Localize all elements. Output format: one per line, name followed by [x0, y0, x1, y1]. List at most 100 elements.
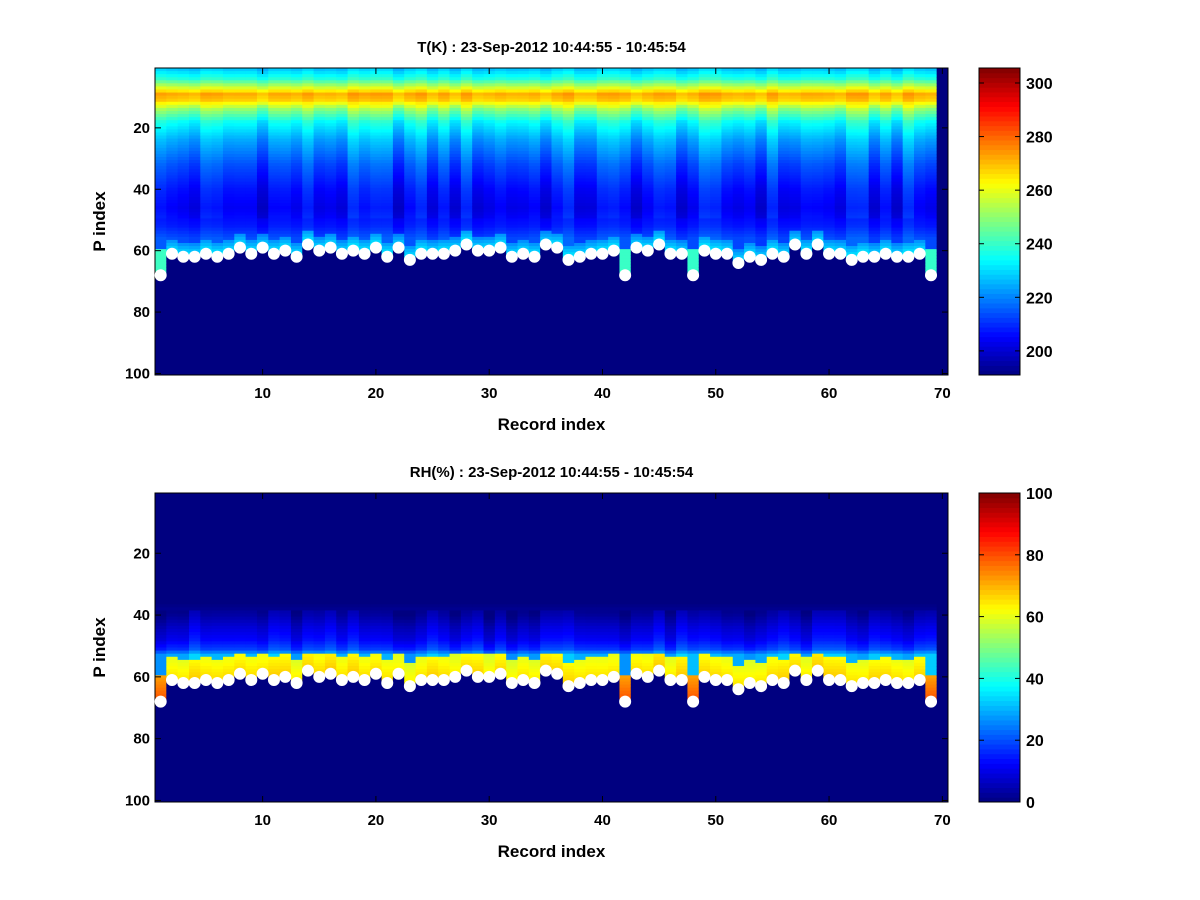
heatmap-cell	[347, 289, 360, 293]
heatmap-cell	[155, 338, 167, 342]
heatmap-cell	[551, 276, 564, 281]
heatmap-cell	[234, 298, 247, 302]
heatmap-cell	[381, 83, 394, 87]
heatmap-cell	[370, 258, 382, 262]
heatmap-cell	[211, 187, 224, 192]
heatmap-cell	[596, 261, 609, 265]
heatmap-cell	[460, 196, 473, 201]
heatmap-cell	[188, 307, 201, 311]
heatmap-cell	[166, 338, 179, 342]
heatmap-cell	[358, 117, 371, 121]
heatmap-cell	[494, 215, 507, 219]
heatmap-cell	[245, 172, 258, 176]
heatmap-cell	[268, 242, 281, 247]
heatmap-cell	[256, 276, 269, 281]
heatmap-cell	[551, 233, 564, 238]
heatmap-cell	[460, 71, 473, 75]
heatmap-cell	[200, 276, 213, 281]
heatmap-cell	[687, 295, 700, 299]
heatmap-cell	[392, 273, 405, 278]
heatmap-cell	[630, 212, 643, 216]
heatmap-cell	[710, 307, 722, 311]
heatmap-cell	[155, 200, 167, 204]
heatmap-cell	[438, 282, 450, 287]
heatmap-cell	[234, 224, 247, 229]
heatmap-cell	[245, 181, 258, 186]
heatmap-cell	[347, 157, 360, 161]
heatmap-cell	[483, 239, 496, 244]
heatmap-cell	[370, 295, 382, 299]
heatmap-cell	[358, 212, 371, 216]
heatmap-cell	[415, 114, 428, 118]
heatmap-cell	[517, 270, 530, 275]
heatmap-cell	[483, 322, 496, 327]
heatmap-cell	[256, 233, 269, 238]
heatmap-cell	[188, 89, 201, 93]
heatmap-cell	[619, 332, 632, 336]
heatmap-cell	[483, 313, 496, 318]
heatmap-cell	[698, 310, 711, 314]
heatmap-cell	[222, 200, 235, 204]
heatmap-cell	[698, 279, 711, 284]
heatmap-cell	[517, 350, 530, 354]
heatmap-cell	[324, 138, 337, 143]
heatmap-cell	[585, 153, 598, 158]
heatmap-cell	[347, 310, 360, 314]
heatmap-cell	[710, 200, 722, 204]
heatmap-cell	[687, 328, 700, 333]
heatmap-cell	[370, 184, 382, 189]
heatmap-cell	[381, 95, 394, 100]
heatmap-cell	[472, 338, 484, 342]
heatmap-cell	[687, 289, 700, 293]
heatmap-cell	[698, 285, 711, 290]
heatmap-cell	[517, 301, 530, 305]
heatmap-cell	[687, 68, 700, 72]
heatmap-cell	[324, 92, 337, 97]
heatmap-cell	[177, 203, 190, 207]
heatmap-cell	[188, 135, 201, 140]
heatmap-cell	[347, 212, 360, 216]
heatmap-cell	[336, 276, 348, 281]
heatmap-cell	[313, 114, 326, 118]
heatmap-cell	[313, 344, 326, 348]
heatmap-cell	[256, 316, 269, 321]
heatmap-cell	[426, 144, 439, 149]
heatmap-cell	[177, 298, 190, 302]
heatmap-cell	[528, 200, 541, 204]
heatmap-cell	[234, 344, 247, 348]
heatmap-cell	[211, 92, 224, 97]
heatmap-cell	[630, 80, 643, 84]
heatmap-cell	[551, 150, 564, 155]
heatmap-cell	[472, 239, 484, 244]
heatmap-cell	[268, 285, 281, 290]
heatmap-cell	[687, 169, 700, 173]
heatmap-cell	[302, 285, 314, 290]
heatmap-cell	[177, 98, 190, 103]
heatmap-cell	[449, 150, 462, 155]
heatmap-cell	[585, 270, 598, 275]
heatmap-cell	[585, 279, 598, 284]
heatmap-cell	[245, 347, 258, 351]
heatmap-cell	[585, 123, 598, 127]
heatmap-cell	[619, 144, 632, 149]
heatmap-cell	[449, 335, 462, 339]
heatmap-cell	[347, 129, 360, 133]
heatmap-cell	[302, 101, 314, 106]
heatmap-cell	[653, 249, 666, 253]
heatmap-cell	[234, 126, 247, 130]
heatmap-cell	[664, 157, 677, 161]
heatmap-cell	[245, 150, 258, 155]
heatmap-cell	[653, 89, 666, 93]
heatmap-cell	[551, 126, 564, 130]
heatmap-cell	[188, 175, 201, 179]
heatmap-cell	[517, 332, 530, 336]
heatmap-cell	[608, 92, 620, 97]
heatmap-cell	[449, 347, 462, 351]
heatmap-cell	[245, 322, 258, 327]
heatmap-cell	[336, 206, 348, 210]
heatmap-cell	[302, 178, 314, 182]
heatmap-cell	[290, 328, 303, 333]
heatmap-cell	[642, 230, 654, 235]
heatmap-cell	[619, 328, 632, 333]
heatmap-cell	[438, 163, 450, 167]
